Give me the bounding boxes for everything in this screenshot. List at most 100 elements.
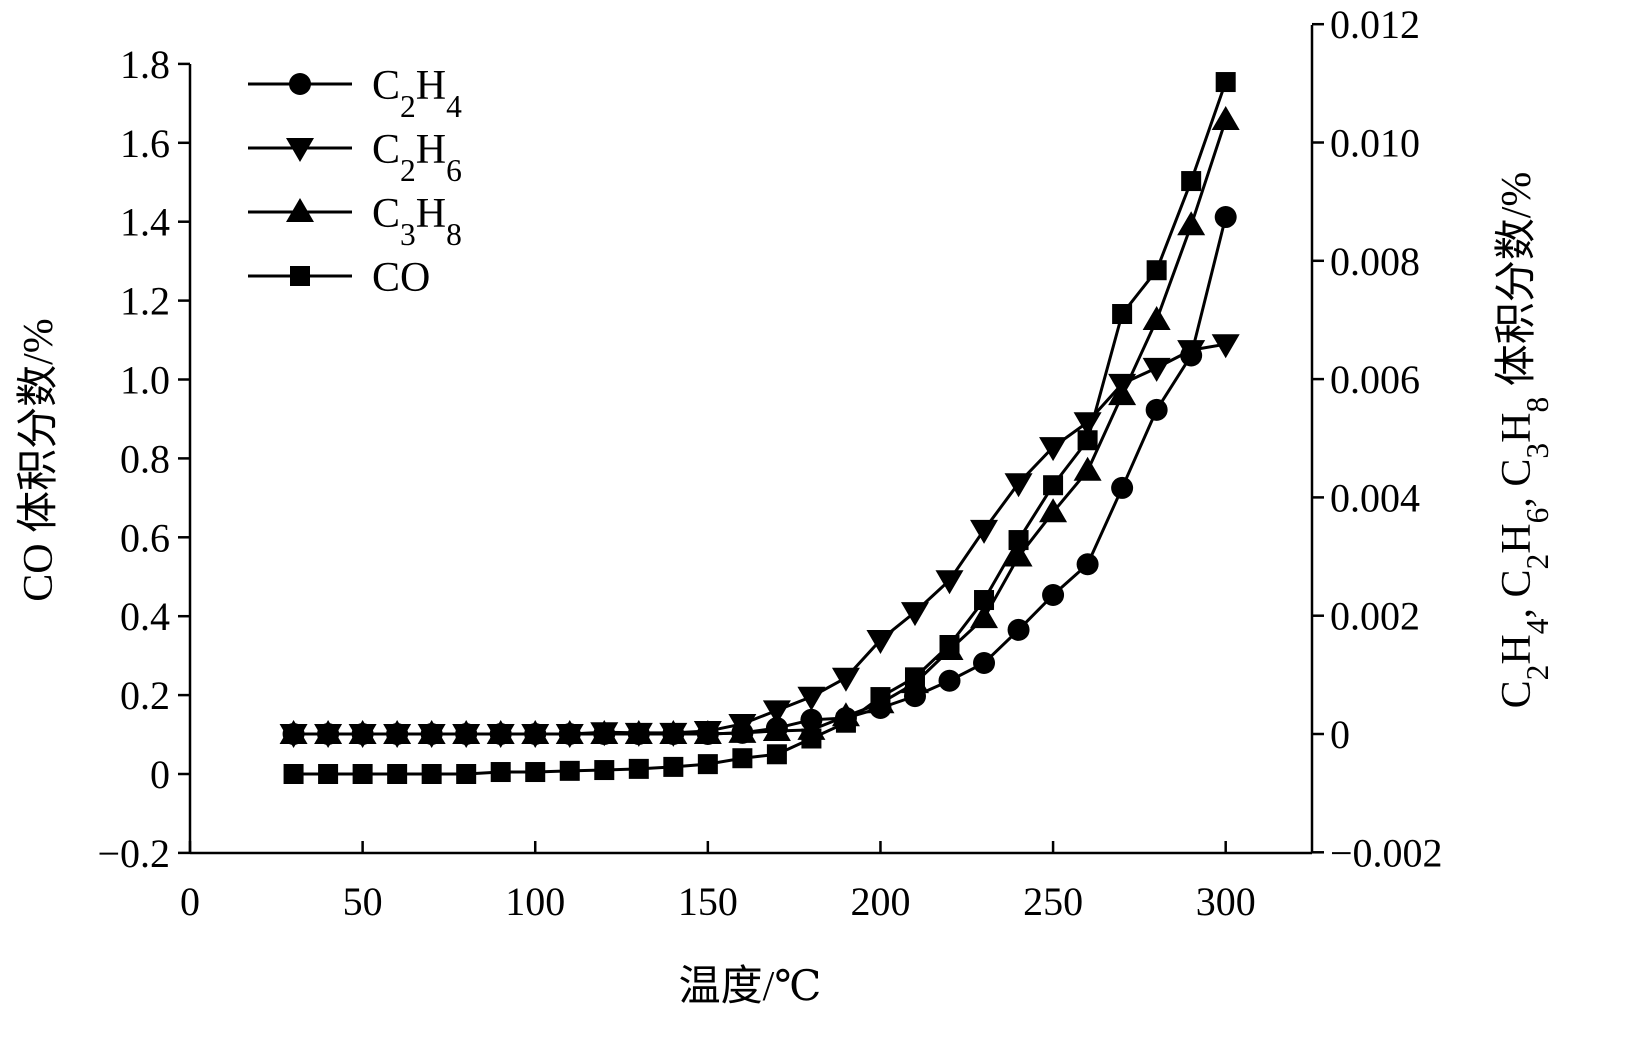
y-axis-right-label: C2H4, C2H6, C3H8 体积分数/% — [1494, 172, 1555, 709]
y-left-tick-label: 0.6 — [120, 515, 170, 560]
data-point — [1004, 542, 1033, 567]
x-tick-label: 150 — [678, 879, 738, 924]
data-point — [314, 720, 343, 744]
data-point — [624, 720, 653, 744]
x-tick-label: 50 — [343, 879, 383, 924]
data-point — [1146, 260, 1167, 281]
data-point — [1214, 206, 1237, 229]
y-right-tick-label: 0 — [1330, 712, 1350, 757]
data-point — [417, 720, 446, 744]
data-point — [421, 764, 442, 784]
data-point — [866, 629, 895, 654]
data-point — [693, 720, 722, 744]
data-point — [555, 720, 584, 744]
y-left-tick-label: 1.4 — [120, 200, 170, 245]
data-point — [1177, 340, 1206, 365]
data-point — [1142, 305, 1171, 330]
series-group — [279, 72, 1240, 784]
legend-item: CO — [248, 255, 430, 301]
data-point — [938, 669, 961, 692]
data-point — [590, 720, 619, 744]
x-tick-label: 100 — [505, 879, 565, 924]
x-tick-label: 200 — [850, 879, 910, 924]
data-point — [594, 760, 615, 781]
data-point — [1004, 473, 1033, 498]
data-point — [762, 700, 791, 725]
data-point — [1181, 171, 1202, 192]
data-point — [525, 762, 546, 783]
y-left-tick-label: 0.2 — [120, 673, 170, 718]
series-c2h6 — [279, 334, 1240, 748]
data-point — [1042, 583, 1065, 606]
data-point — [456, 764, 477, 784]
data-point — [1077, 430, 1098, 451]
y-right-tick-label: 0.006 — [1330, 357, 1420, 402]
legend-label: C2H4 — [372, 63, 462, 124]
data-point — [348, 720, 377, 744]
data-point — [1111, 476, 1134, 499]
series-co — [283, 72, 1236, 784]
y-left-tick-label: −0.2 — [97, 831, 170, 876]
data-point — [521, 720, 550, 744]
y-right-tick-label: 0.008 — [1330, 239, 1420, 284]
y-right-tick-label: 0.002 — [1330, 594, 1420, 639]
y-right-tick-label: 0.010 — [1330, 121, 1420, 166]
data-point — [970, 604, 999, 629]
data-point — [1112, 304, 1133, 325]
data-point — [1073, 456, 1102, 481]
y-left-tick-label: 1.2 — [120, 279, 170, 324]
data-point — [732, 748, 753, 769]
data-point — [1043, 475, 1064, 496]
legend-item: C2H4 — [248, 63, 462, 124]
legend-marker — [286, 198, 314, 222]
y-left-tick-label: 1.0 — [120, 358, 170, 403]
y-left-tick-label: 0.4 — [120, 594, 170, 639]
data-point — [279, 720, 308, 744]
legend-marker — [289, 73, 311, 95]
y-left-tick-label: 0 — [150, 752, 170, 797]
y-left-tick-label: 0.8 — [120, 436, 170, 481]
data-point — [939, 634, 960, 655]
data-point — [387, 764, 408, 784]
data-point — [697, 754, 718, 775]
data-point — [870, 687, 891, 708]
data-point — [1108, 381, 1137, 406]
y-axis-left-label: CO 体积分数/% — [16, 318, 62, 602]
legend-marker — [286, 138, 314, 162]
data-point — [559, 760, 580, 781]
x-axis-label: 温度/℃ — [679, 964, 822, 1010]
data-point — [762, 717, 791, 742]
series-line — [293, 342, 1226, 736]
data-point — [452, 720, 481, 744]
x-tick-label: 300 — [1196, 879, 1256, 924]
data-point — [663, 756, 684, 777]
data-point — [973, 652, 996, 675]
legend-label: C2H6 — [372, 127, 462, 188]
data-point — [1177, 211, 1206, 236]
data-point — [318, 764, 339, 784]
x-tick-label: 250 — [1023, 879, 1083, 924]
series-line — [293, 119, 1228, 736]
data-point — [1211, 106, 1240, 131]
data-point — [490, 762, 511, 783]
data-point — [352, 764, 373, 784]
data-point — [974, 590, 995, 611]
data-point — [1215, 72, 1236, 93]
data-point — [283, 764, 304, 784]
data-point — [1007, 618, 1030, 641]
data-point — [797, 686, 826, 711]
data-point — [1142, 357, 1171, 382]
series-c3h8 — [279, 106, 1240, 744]
y-right-tick-label: 0.004 — [1330, 475, 1420, 520]
legend-item: C2H6 — [248, 127, 462, 188]
data-point — [1145, 398, 1168, 421]
data-point — [970, 519, 999, 544]
data-point — [766, 744, 787, 765]
y-left-tick-label: 1.8 — [120, 42, 170, 87]
legend-item: C3H8 — [248, 191, 462, 252]
data-point — [1039, 437, 1068, 462]
data-point — [383, 720, 412, 744]
y-right-tick-label: 0.012 — [1330, 2, 1420, 47]
data-point — [935, 570, 964, 595]
